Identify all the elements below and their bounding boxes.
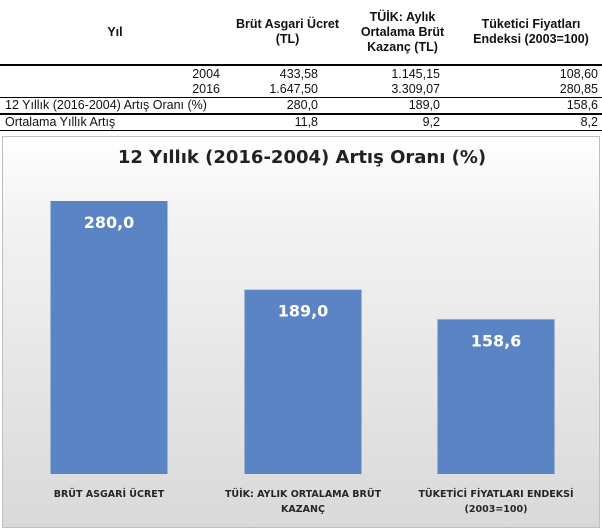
table-row-2016: 2016 1.647,50 3.309,07 280,85 xyxy=(0,82,602,97)
category-label: (2003=100) xyxy=(465,504,528,515)
header-avg-earnings: TÜİK: Aylık Ortalama Brüt Kazanç (TL) xyxy=(360,9,445,54)
row-divider xyxy=(0,113,602,115)
table-header: Yıl Brüt Asgari Ücret (TL) TÜİK: Aylık O… xyxy=(0,0,602,64)
cpi-cell: 280,85 xyxy=(559,82,598,96)
bar-value-label: 189,0 xyxy=(278,302,329,321)
category-label: TÜKETİCİ FİYATLARI ENDEKSİ xyxy=(418,489,573,500)
data-table: Yıl Brüt Asgari Ücret (TL) TÜİK: Aylık O… xyxy=(0,0,602,133)
header-year: Yıl xyxy=(107,24,123,39)
avg-earnings-cell: 1.145,15 xyxy=(391,67,440,81)
avg-earnings-cell: 9,2 xyxy=(422,115,440,129)
year-cell: 2004 xyxy=(192,67,220,81)
category-label: KAZANÇ xyxy=(281,504,325,515)
min-wage-cell: 433,58 xyxy=(279,67,318,81)
table-row-average: Ortalama Yıllık Artış 11,8 9,2 8,2 xyxy=(0,115,602,130)
bar-value-label: 280,0 xyxy=(84,213,135,232)
cpi-cell: 8,2 xyxy=(580,115,598,129)
year-cell: 2016 xyxy=(192,82,220,96)
table-row-rate: 12 Yıllık (2016-2004) Artış Oranı (%) 28… xyxy=(0,98,602,113)
bar-1 xyxy=(50,201,168,474)
header-min-wage: Brüt Asgari Ücret (TL) xyxy=(235,17,340,46)
rate-label: 12 Yıllık (2016-2004) Artış Oranı (%) xyxy=(5,98,207,112)
avg-earnings-cell: 189,0 xyxy=(408,98,440,112)
chart-title: 12 Yıllık (2016-2004) Artış Oranı (%) xyxy=(117,147,487,168)
chart-plot: 280,0 BRÜT ASGARİ ÜCRET 189,0 TÜİK: AYLIK O… xyxy=(50,201,574,515)
avg-earnings-cell: 3.309,07 xyxy=(391,82,440,96)
min-wage-cell: 280,0 xyxy=(286,98,318,112)
header-divider xyxy=(0,64,602,66)
min-wage-cell: 11,8 xyxy=(294,115,318,129)
category-label: BRÜT ASGARİ ÜCRET xyxy=(54,489,165,500)
bar-3 xyxy=(437,319,555,474)
row-divider xyxy=(0,97,602,98)
average-label: Ortalama Yıllık Artış xyxy=(5,115,116,129)
bar-2 xyxy=(244,289,362,474)
bar-value-label: 158,6 xyxy=(471,331,522,350)
cpi-cell: 108,60 xyxy=(559,67,598,81)
category-label: TÜİK: AYLIK ORTALAMA BRÜT xyxy=(225,489,382,500)
bar-chart: 12 Yıllık (2016-2004) Artış Oranı (%) 28… xyxy=(2,136,600,528)
cpi-cell: 158,6 xyxy=(566,98,598,112)
header-cpi: Tüketici Fiyatları Endeksi (2003=100) xyxy=(473,17,589,46)
min-wage-cell: 1.647,50 xyxy=(269,82,318,96)
table-row-2004: 2004 433,58 1.145,15 108,60 xyxy=(0,67,602,82)
row-divider xyxy=(0,130,602,131)
